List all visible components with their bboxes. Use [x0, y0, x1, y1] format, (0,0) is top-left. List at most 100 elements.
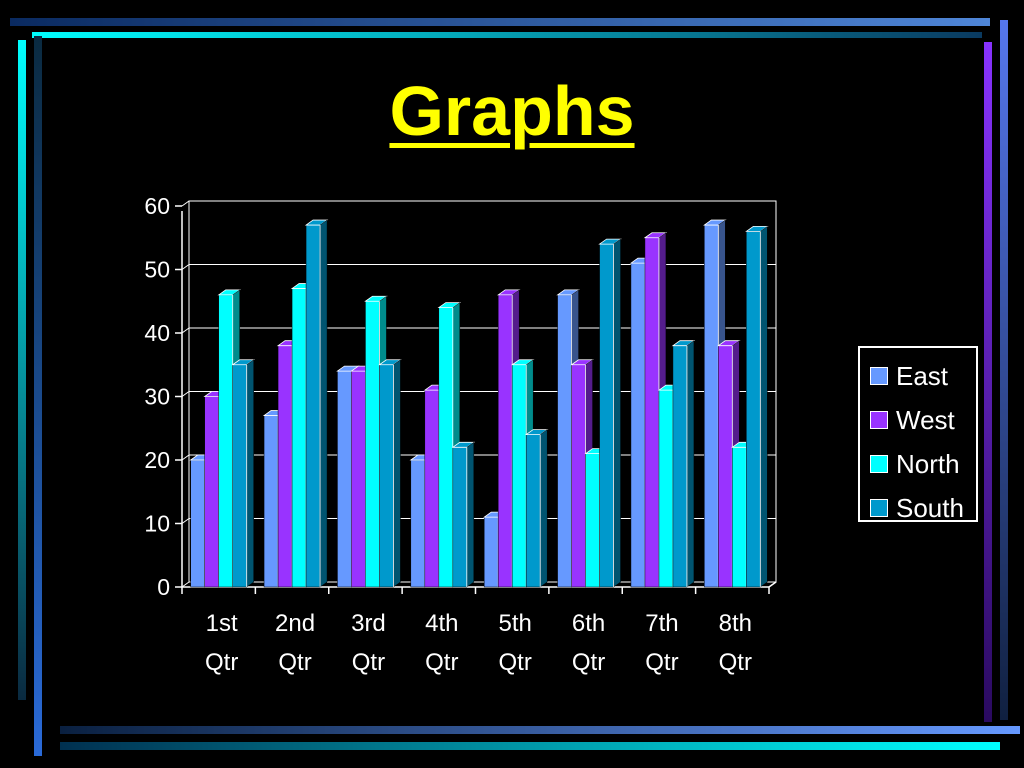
bar-front: [305, 224, 321, 588]
bar-south-8: [745, 225, 769, 588]
bar-side: [686, 340, 695, 588]
top-decor-bar: [10, 18, 990, 26]
gridline-side: [181, 327, 190, 334]
legend-label: West: [896, 405, 955, 435]
bar-front: [630, 262, 646, 588]
chart-legend: East West North South: [858, 346, 978, 523]
bar-front: [291, 288, 307, 588]
legend-swatch: [870, 411, 888, 429]
x-category-label: 3rd: [351, 610, 386, 637]
y-tick-label: 50: [144, 257, 170, 283]
bar-front: [190, 459, 205, 588]
x-category-label: Qtr: [425, 649, 458, 676]
legend-item-north: North: [870, 442, 976, 486]
right-decor-bar-outer: [1000, 20, 1008, 720]
legend-item-west: West: [870, 398, 976, 442]
gridline-side: [181, 264, 190, 270]
slide-title-text: Graphs: [389, 72, 635, 150]
bar-front: [452, 447, 468, 588]
bar-front: [438, 307, 454, 588]
x-category-label: 2nd: [275, 610, 315, 637]
y-tick-label: 60: [144, 193, 170, 219]
bar-front: [277, 345, 293, 588]
bar-front: [557, 294, 572, 588]
x-category-label: Qtr: [499, 649, 532, 676]
y-tick-label: 10: [144, 511, 170, 537]
left-decor-bar-inner: [34, 36, 42, 756]
y-tick-label: 0: [157, 574, 170, 600]
bar-front: [410, 459, 426, 588]
bar-south-1: [231, 359, 255, 588]
bar-side: [393, 359, 401, 588]
bar-south-2: [304, 219, 329, 588]
legend-label: East: [896, 361, 949, 391]
bar-side: [760, 225, 768, 588]
x-category-label: Qtr: [278, 649, 311, 676]
y-tick-label: 30: [144, 384, 170, 410]
y-tick-label: 20: [144, 447, 170, 473]
legend-item-east: East: [870, 354, 976, 398]
bar-front: [732, 447, 747, 588]
bar-front: [672, 345, 688, 588]
gridline-side: [181, 581, 190, 588]
bar-front: [718, 345, 733, 588]
bar-side: [466, 441, 475, 588]
legend-swatch: [870, 367, 888, 385]
legend-swatch: [870, 499, 888, 517]
bottom-decor-bar-inner: [60, 742, 1000, 750]
slide-title: Graphs: [0, 70, 1024, 152]
bar-south-6: [598, 238, 622, 588]
x-category-label: 4th: [425, 610, 458, 637]
bar-front: [365, 301, 380, 588]
bar-front: [483, 516, 499, 588]
bar-front: [351, 370, 366, 588]
bar-front: [658, 389, 674, 588]
bar-front: [571, 364, 586, 588]
bar-front: [424, 389, 440, 588]
bar-front: [746, 231, 761, 588]
x-category-label: 7th: [645, 610, 678, 637]
x-category-label: 8th: [719, 610, 752, 637]
x-category-label: 1st: [206, 610, 238, 637]
bar-front: [232, 364, 247, 588]
gridline-side: [181, 391, 190, 397]
bar-front: [525, 434, 541, 588]
y-tick-label: 40: [144, 320, 170, 346]
chart-bars: [189, 219, 769, 588]
legend-item-south: South: [870, 486, 976, 530]
bar-front: [644, 237, 660, 588]
bar-front: [204, 396, 219, 588]
bar-front: [599, 243, 614, 588]
bar-south-7: [671, 340, 696, 588]
right-decor-bar: [984, 42, 992, 722]
bar-front: [218, 294, 233, 588]
bar-front: [585, 453, 600, 588]
x-category-label: Qtr: [352, 649, 385, 676]
bar-side: [539, 429, 548, 588]
left-decor-bar: [18, 40, 26, 700]
bar-south-5: [524, 429, 549, 588]
legend-label: North: [896, 449, 960, 479]
bar-south-4: [451, 441, 476, 588]
bar-front: [379, 364, 394, 588]
legend-label: South: [896, 493, 964, 523]
x-axis-depth: [768, 581, 777, 588]
x-category-label: Qtr: [572, 649, 605, 676]
bar-front: [497, 294, 513, 588]
gridline-side: [181, 454, 190, 461]
bar-front: [511, 364, 527, 588]
bar-side: [613, 238, 621, 588]
bar-front: [337, 370, 352, 588]
bar-side: [246, 359, 254, 588]
x-category-label: Qtr: [205, 649, 238, 676]
bar-side: [319, 219, 328, 588]
x-category-label: Qtr: [645, 649, 678, 676]
top-decor-bar-inner: [32, 32, 982, 38]
bar-front: [263, 415, 279, 588]
gridline-side: [181, 518, 190, 524]
bar-front: [704, 224, 719, 588]
chart-labels: 0 10 20 30 40 50 60 1st Qtr 2nd Qtr 3rd Qtr 4th Qtr 5th…: [144, 193, 752, 676]
legend-swatch: [870, 455, 888, 473]
bar-south-3: [378, 359, 402, 588]
